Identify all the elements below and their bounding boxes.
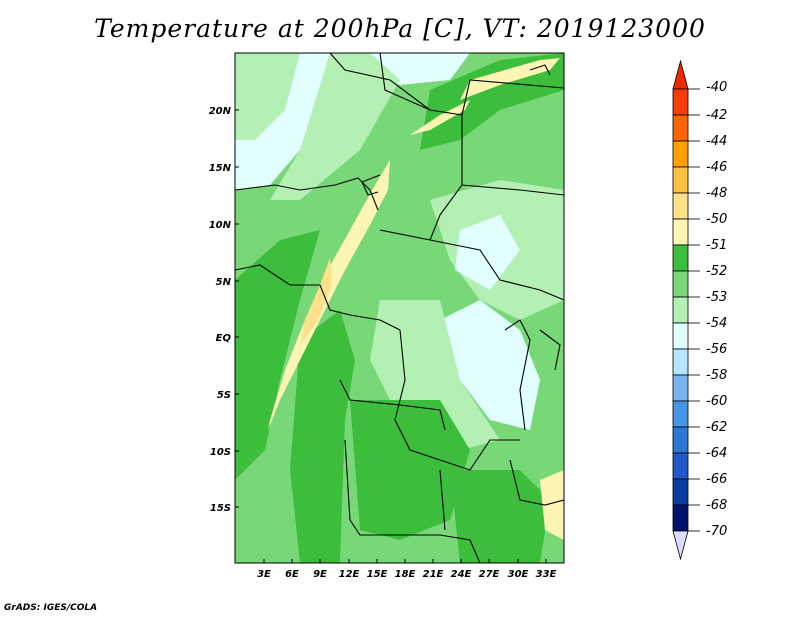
legend-label: -50 xyxy=(706,212,727,227)
lat-label: 15S xyxy=(210,503,231,514)
lat-label: 10N xyxy=(209,220,232,231)
lon-axis: 3E 6E 9E 12E 15E 18E 21E 24E 27E 30E 33E xyxy=(257,569,556,580)
field-east-pale-1 xyxy=(455,215,520,290)
map-frame xyxy=(234,52,565,564)
field-se-dark xyxy=(450,470,550,563)
field-west-dark xyxy=(235,230,320,480)
lon-label: 33E xyxy=(536,569,557,580)
legend-swatch xyxy=(672,88,689,116)
field-ne-warm-2 xyxy=(410,100,470,135)
lon-label: 6E xyxy=(285,569,299,580)
legend-swatch xyxy=(672,270,689,298)
legend-swatch xyxy=(672,218,689,246)
legend-swatch xyxy=(672,504,689,532)
legend-label: -40 xyxy=(706,80,727,95)
temperature-field xyxy=(235,53,564,563)
country-borders xyxy=(235,53,564,563)
legend-label: -42 xyxy=(706,108,727,123)
legend-label: -62 xyxy=(706,420,727,435)
lat-label: EQ xyxy=(216,333,232,344)
legend-label: -68 xyxy=(706,498,727,513)
legend-label: -60 xyxy=(706,394,727,409)
legend-swatch xyxy=(672,114,689,142)
legend-label: -64 xyxy=(706,446,727,461)
legend-swatch xyxy=(672,374,689,402)
legend-label: -44 xyxy=(706,134,727,149)
legend-label: -51 xyxy=(706,238,727,253)
legend-swatch xyxy=(672,244,689,272)
lon-label: 21E xyxy=(423,569,444,580)
legend-label: -66 xyxy=(706,472,727,487)
lat-label: 5N xyxy=(216,277,232,288)
legend-label: -48 xyxy=(706,186,727,201)
field-ne-band xyxy=(420,53,564,150)
grads-credit: GrADS: IGES/COLA xyxy=(4,603,98,613)
lat-axis: 20N 15N 10N 5N EQ 5S 10S 15S xyxy=(209,106,232,514)
field-warm-ridge xyxy=(268,160,390,430)
legend-swatch xyxy=(672,140,689,168)
lon-label: 3E xyxy=(257,569,271,580)
field-warm-core xyxy=(300,258,332,345)
map-title: Temperature at 200hPa [C], VT: 201912300… xyxy=(94,14,706,43)
legend-label: -53 xyxy=(706,290,727,305)
field-nw-light xyxy=(235,53,300,140)
legend-label: -70 xyxy=(706,524,727,539)
legend-label: -56 xyxy=(706,342,727,357)
legend-label: -58 xyxy=(706,368,727,383)
lon-label: 30E xyxy=(508,569,529,580)
legend-swatch xyxy=(672,166,689,194)
axis-ticks xyxy=(235,109,547,563)
legend-label: -46 xyxy=(706,160,727,175)
legend-swatch xyxy=(672,478,689,506)
field-se-warm xyxy=(540,470,564,540)
legend-swatch xyxy=(672,192,689,220)
legend-swatch xyxy=(672,426,689,454)
legend-swatch xyxy=(672,322,689,350)
lon-label: 18E xyxy=(395,569,416,580)
field-sw-dark xyxy=(290,310,355,563)
lat-label: 15N xyxy=(209,163,232,174)
field-band-1 xyxy=(270,53,400,200)
lon-label: 9E xyxy=(313,569,327,580)
lon-label: 12E xyxy=(339,569,360,580)
lat-label: 5S xyxy=(217,390,231,401)
lon-label: 24E xyxy=(451,569,472,580)
lat-label: 10S xyxy=(210,447,231,458)
legend-swatch xyxy=(672,452,689,480)
legend-label: -54 xyxy=(706,316,727,331)
lon-label: 15E xyxy=(367,569,388,580)
legend-swatch xyxy=(672,400,689,428)
color-legend: -40 -42 -44 -46 -48 -50 -51 -52 -53 -54 -56 -58 -60 -… xyxy=(672,59,727,561)
field-east-pale-2 xyxy=(440,300,540,430)
legend-label: -52 xyxy=(706,264,727,279)
lon-label: 27E xyxy=(479,569,500,580)
legend-swatch xyxy=(672,296,689,324)
legend-swatch xyxy=(672,348,689,376)
lat-label: 20N xyxy=(209,106,232,117)
field-south-dark xyxy=(350,400,470,540)
legend-bottom-arrow xyxy=(672,530,689,561)
legend-top-arrow xyxy=(672,59,689,90)
